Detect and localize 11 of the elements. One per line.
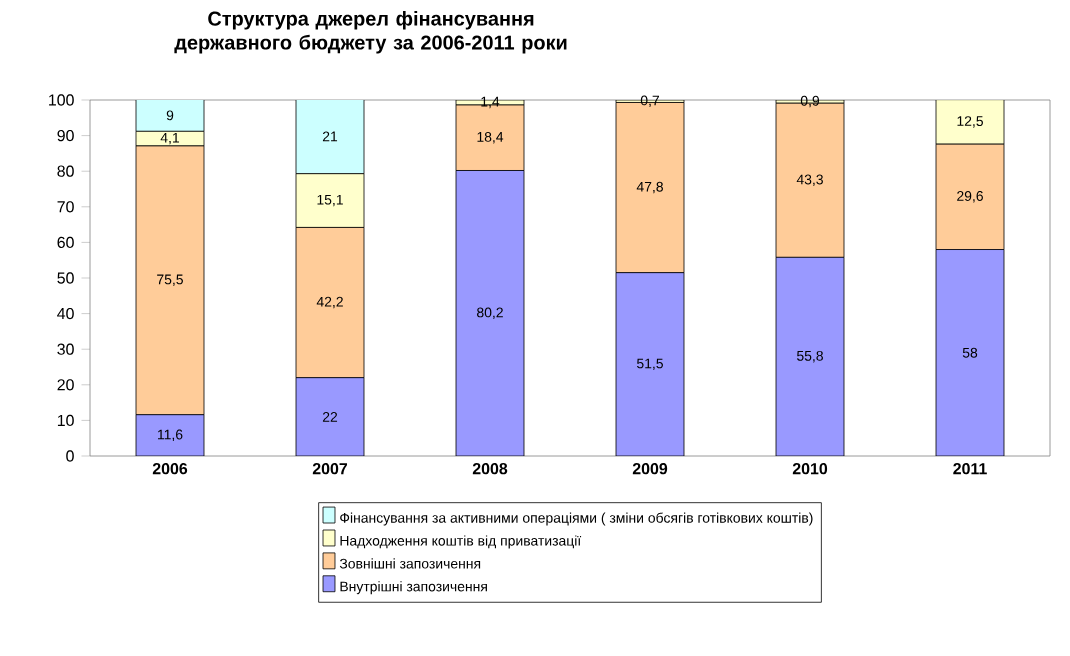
- bar: [615, 272, 685, 456]
- bar: [135, 100, 205, 132]
- bar: [455, 170, 525, 456]
- chart-title: Структура джерел фінансування державного бюджету за 2006-2011 роки: [174, 11, 567, 54]
- bar: [935, 249, 1005, 456]
- bar: [935, 100, 1005, 145]
- bar: [295, 100, 365, 175]
- bar: [135, 414, 205, 456]
- bar: [295, 377, 365, 456]
- bar: [295, 173, 365, 228]
- bar: [775, 256, 845, 456]
